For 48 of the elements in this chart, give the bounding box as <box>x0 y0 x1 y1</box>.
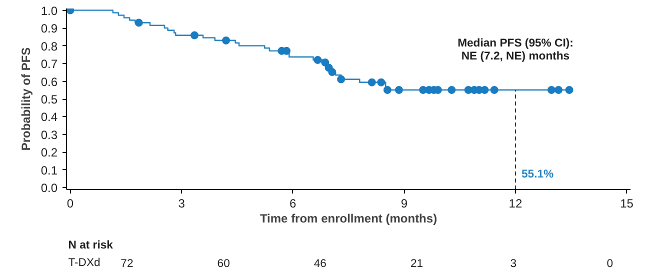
point <box>480 86 489 94</box>
y-tick-label: 0.6 <box>40 74 58 89</box>
text: T-DXd <box>68 257 100 270</box>
annotation: Median PFS (95% CI): <box>458 37 574 50</box>
x-tick-label: 6 <box>290 196 297 210</box>
point <box>547 86 556 94</box>
y-tick-label: 0.2 <box>40 146 58 160</box>
y-tick-label: 0.9 <box>40 22 58 36</box>
text: 3 <box>510 258 516 270</box>
annotation: 55.1% <box>521 168 554 181</box>
point <box>554 86 563 94</box>
point <box>448 86 456 94</box>
x-tick-label: 12 <box>508 196 522 210</box>
y-tick-label: 1.0 <box>40 4 58 18</box>
x-axis-title: Time from enrollment (months) <box>260 212 438 226</box>
point <box>565 86 574 94</box>
annotation: NE (7.2, NE) months <box>461 50 570 63</box>
x-tick-label: 15 <box>620 196 634 210</box>
point <box>134 18 143 27</box>
y-tick-label: 0.0 <box>40 181 58 196</box>
point <box>321 58 330 66</box>
text: 72 <box>120 258 134 270</box>
text: 0 <box>606 258 614 270</box>
x-tick-label: 3 <box>178 196 186 210</box>
point <box>368 78 376 86</box>
y-tick-label: 0.7 <box>40 57 58 72</box>
y-axis-title: Probability of PFS <box>18 47 33 151</box>
point <box>314 56 322 64</box>
y-tick-label: 0.5 <box>40 92 58 106</box>
x-tick-label: 9 <box>400 196 408 210</box>
point <box>66 8 74 14</box>
x-tick-label: 0 <box>66 196 74 210</box>
text: 60 <box>217 258 230 270</box>
point <box>490 86 498 94</box>
y-tick-label: 0.4 <box>40 110 58 124</box>
text: 46 <box>314 258 326 270</box>
point <box>222 36 230 44</box>
text: 21 <box>410 258 424 270</box>
point <box>190 31 199 40</box>
y-tick-label: 0.1 <box>40 163 58 178</box>
point <box>328 68 336 76</box>
point <box>394 86 403 94</box>
point <box>377 78 386 86</box>
point <box>337 75 346 84</box>
text: N at risk <box>68 239 114 252</box>
y-tick-label: 0.8 <box>40 39 58 54</box>
point <box>383 86 392 94</box>
y-tick-label: 0.3 <box>40 128 58 142</box>
